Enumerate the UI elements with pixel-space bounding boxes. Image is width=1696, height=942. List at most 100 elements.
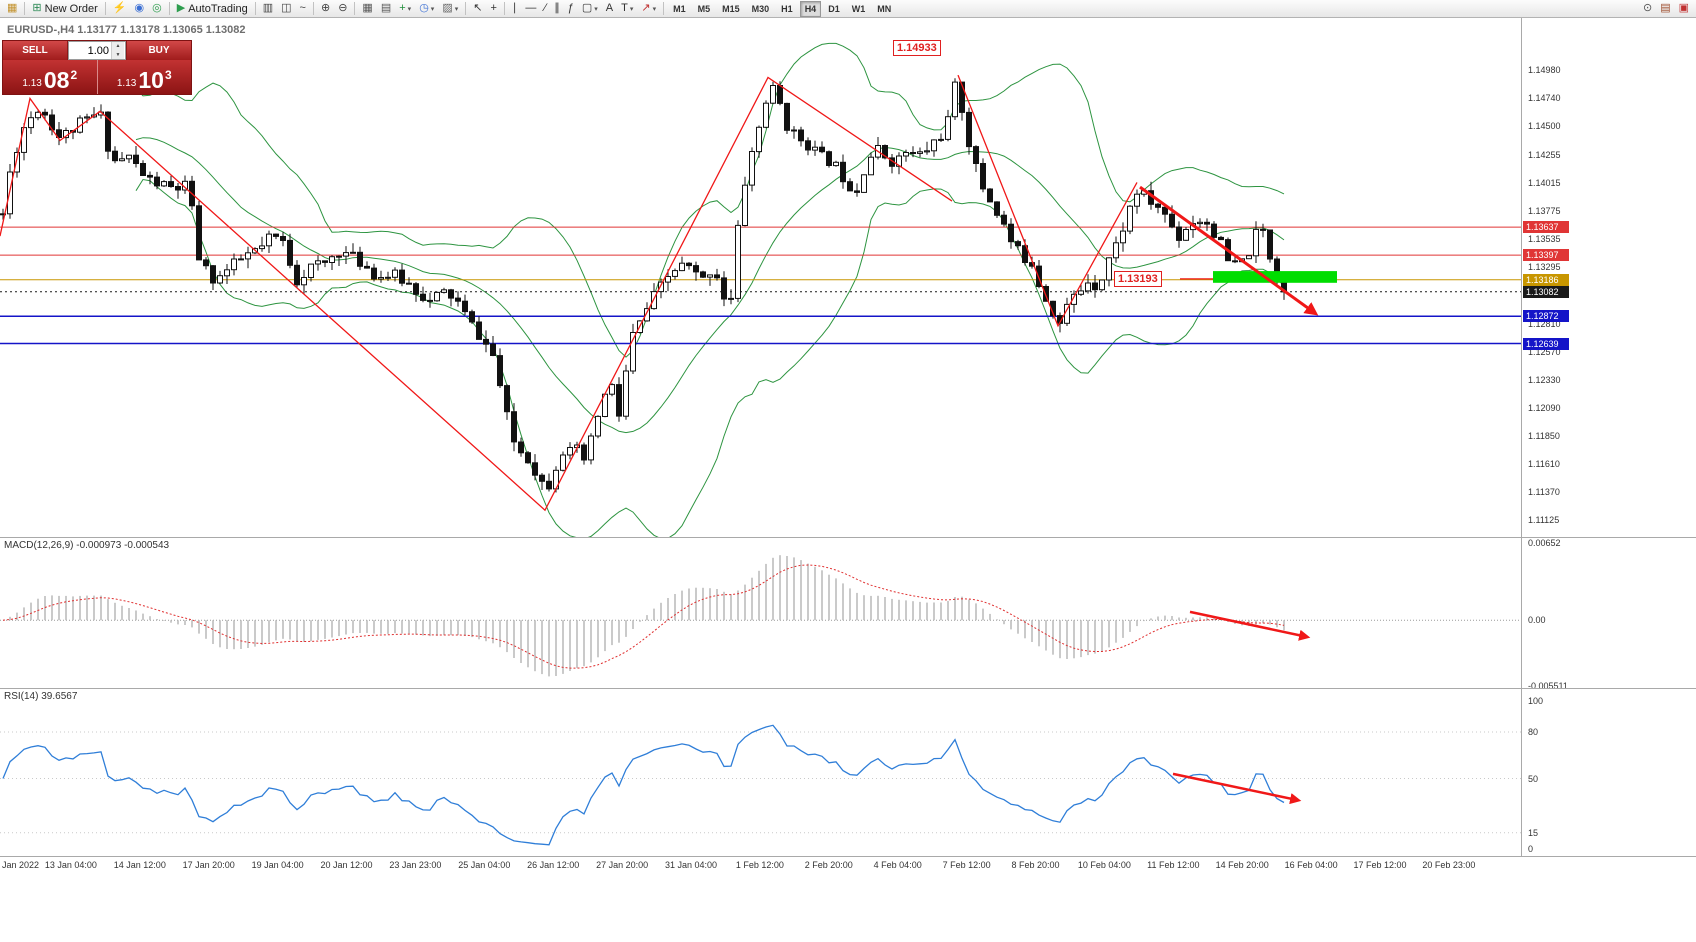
vertical-line-icon[interactable]: ∣ (508, 1, 522, 17)
timeframe-h4[interactable]: H4 (799, 0, 822, 17)
price-tick: 1.11850 (1528, 431, 1560, 441)
template-icon[interactable]: ▨ ▾ (438, 1, 462, 17)
horizontal-line-icon[interactable]: ― (521, 1, 540, 17)
volume-increase-button[interactable]: ▲ (112, 42, 124, 51)
buy-price-prefix: 1.13 (116, 78, 137, 89)
sell-button[interactable]: SELL (3, 41, 68, 60)
toolbar-separator (312, 2, 314, 15)
volume-spinner: ▲ ▼ (111, 42, 124, 59)
arrows-icon: ↗ (641, 2, 651, 14)
search-icon: ⊙ (1642, 2, 1653, 14)
buy-button[interactable]: BUY (126, 41, 191, 60)
candlestick-chart-icon[interactable]: ◫ (277, 1, 295, 17)
time-label: 17 Feb 12:00 (1353, 860, 1407, 870)
rsi-panel: RSI(14) 39.6567 (0, 688, 1521, 856)
cursor-icon[interactable]: ↖ (469, 1, 486, 17)
timeframe-mn[interactable]: MN (877, 3, 892, 14)
time-axis[interactable]: Jan 2022 13 Jan 04:00 14 Jan 12:00 17 Jan 2… (0, 856, 1696, 872)
mql5-community-icon[interactable]: ◉ (131, 1, 149, 17)
time-label: 19 Jan 04:00 (251, 860, 304, 870)
line-chart-icon[interactable]: ~ (296, 1, 310, 17)
market-icon[interactable]: ◎ (148, 1, 166, 17)
timeframe-m15[interactable]: M15 (722, 3, 740, 14)
time-label: 1 Feb 12:00 (735, 860, 784, 870)
fibonacci-icon[interactable]: ƒ (564, 1, 578, 17)
toolbar: ▦ ⊞ New Order ⚡ ◉ ◎ ▶ AutoTrading ▥ ◫ ~ ⊕ ⊖ ▦ ▤ + ▾ ◷ ▾ ▨ ▾ ↖… (0, 0, 1696, 18)
autotrading-icon: ▶ (176, 2, 186, 14)
macd-scale-label: 0.00652 (1528, 538, 1561, 548)
new-order-button[interactable]: ⊞ New Order (28, 1, 101, 17)
support-price-label[interactable]: 1.13193 (1114, 271, 1162, 287)
new-order-icon: ⊞ (32, 2, 42, 14)
trade-panel-prices: 1.13 08 2 1.13 10 3 (3, 60, 191, 94)
timeframe-d1[interactable]: D1 (828, 3, 840, 14)
timeframe-m30[interactable]: M30 (751, 3, 770, 14)
volume-input[interactable] (69, 42, 111, 59)
macd-canvas[interactable] (0, 537, 1521, 688)
book-icon-button[interactable]: ▤ (1656, 1, 1674, 17)
volume-decrease-button[interactable]: ▼ (112, 50, 124, 59)
alert-icon-button[interactable]: ▣ (1675, 1, 1693, 17)
new-chart-icon[interactable]: ▦ (3, 1, 21, 17)
toolbar-separator (503, 2, 505, 15)
price-tick: 1.14500 (1528, 121, 1561, 131)
horizontal-line-icon: ― (525, 2, 537, 14)
buy-price-display[interactable]: 1.13 10 3 (96, 60, 192, 94)
time-label: 13 Jan 04:00 (44, 860, 97, 870)
shapes-icon[interactable]: ▢ ▾ (578, 1, 602, 17)
scripts-icon[interactable]: ⚡ (109, 1, 131, 17)
search-icon-button[interactable]: ⊙ (1639, 1, 1656, 17)
panel-divider[interactable] (0, 537, 1696, 538)
time-label: 10 Feb 04:00 (1077, 860, 1131, 870)
main-chart-panel: EURUSD-,H4 1.13177 1.13178 1.13065 1.130… (0, 18, 1521, 537)
auto-arrange-icon[interactable]: ▤ (377, 1, 395, 17)
arrows-icon[interactable]: ↗ ▾ (637, 1, 660, 17)
price-tick: 1.12570 (1528, 347, 1561, 357)
zoom-out-icon[interactable]: ⊖ (334, 1, 351, 17)
panel-divider[interactable] (0, 688, 1696, 689)
rsi-canvas[interactable] (0, 688, 1521, 856)
time-label: 26 Jan 12:00 (527, 860, 580, 870)
new-chart-icon: ▦ (7, 2, 18, 14)
autotrading-button[interactable]: ▶ AutoTrading (173, 1, 252, 17)
tile-windows-icon[interactable]: ▦ (358, 1, 376, 17)
line-chart-icon: ~ (299, 2, 306, 14)
volume-control: ▲ ▼ (68, 41, 126, 60)
time-label: 14 Feb 20:00 (1215, 860, 1269, 870)
dropdown-caret-icon: ▾ (407, 5, 412, 13)
label-icon[interactable]: T ▾ (617, 1, 637, 17)
new-order-button-label: New Order (44, 2, 98, 15)
timeframe-w1[interactable]: W1 (851, 3, 866, 14)
bar-chart-icon[interactable]: ▥ (259, 1, 277, 17)
period-icon[interactable]: ◷ ▾ (415, 1, 438, 17)
sell-price-display[interactable]: 1.13 08 2 (3, 60, 97, 94)
mql5-community-icon: ◉ (134, 2, 145, 14)
price-tick: 1.13535 (1528, 234, 1561, 244)
timeframe-h1[interactable]: H1 (781, 3, 793, 14)
main-chart-canvas[interactable] (0, 18, 1521, 537)
toolbar-separator (254, 2, 256, 15)
zoom-in-icon[interactable]: ⊕ (317, 1, 334, 17)
timeframe-m5[interactable]: M5 (697, 3, 711, 14)
toolbar-separator (663, 2, 665, 15)
text-icon[interactable]: A (602, 1, 617, 17)
time-label: 7 Feb 12:00 (942, 860, 991, 870)
trendline-icon[interactable]: ∕ (540, 1, 550, 17)
price-tick: 1.14740 (1528, 93, 1561, 103)
zoom-out-icon: ⊖ (338, 2, 348, 14)
crosshair-icon[interactable]: + (486, 1, 500, 17)
toolbar-separator (465, 2, 467, 15)
channel-icon[interactable]: ∥ (550, 1, 564, 17)
price-tag: 1.12872 (1523, 310, 1569, 322)
price-axis[interactable]: 1.14980 1.14740 1.14500 1.14255 1.14015 1.137… (1521, 18, 1696, 856)
indicator-add-icon[interactable]: + ▾ (395, 1, 415, 17)
timeframe-m1[interactable]: M1 (673, 3, 686, 14)
price-tag: 1.12639 (1523, 338, 1569, 350)
peak-price-label[interactable]: 1.14933 (893, 40, 941, 56)
price-tick: 1.12810 (1528, 319, 1561, 329)
time-label: 23 Jan 23:00 (389, 860, 442, 870)
sell-price-prefix: 1.13 (22, 78, 42, 89)
time-label: 4 Feb 04:00 (873, 860, 922, 870)
price-tick: 1.14980 (1528, 65, 1561, 75)
autotrading-button-label: AutoTrading (188, 2, 248, 15)
